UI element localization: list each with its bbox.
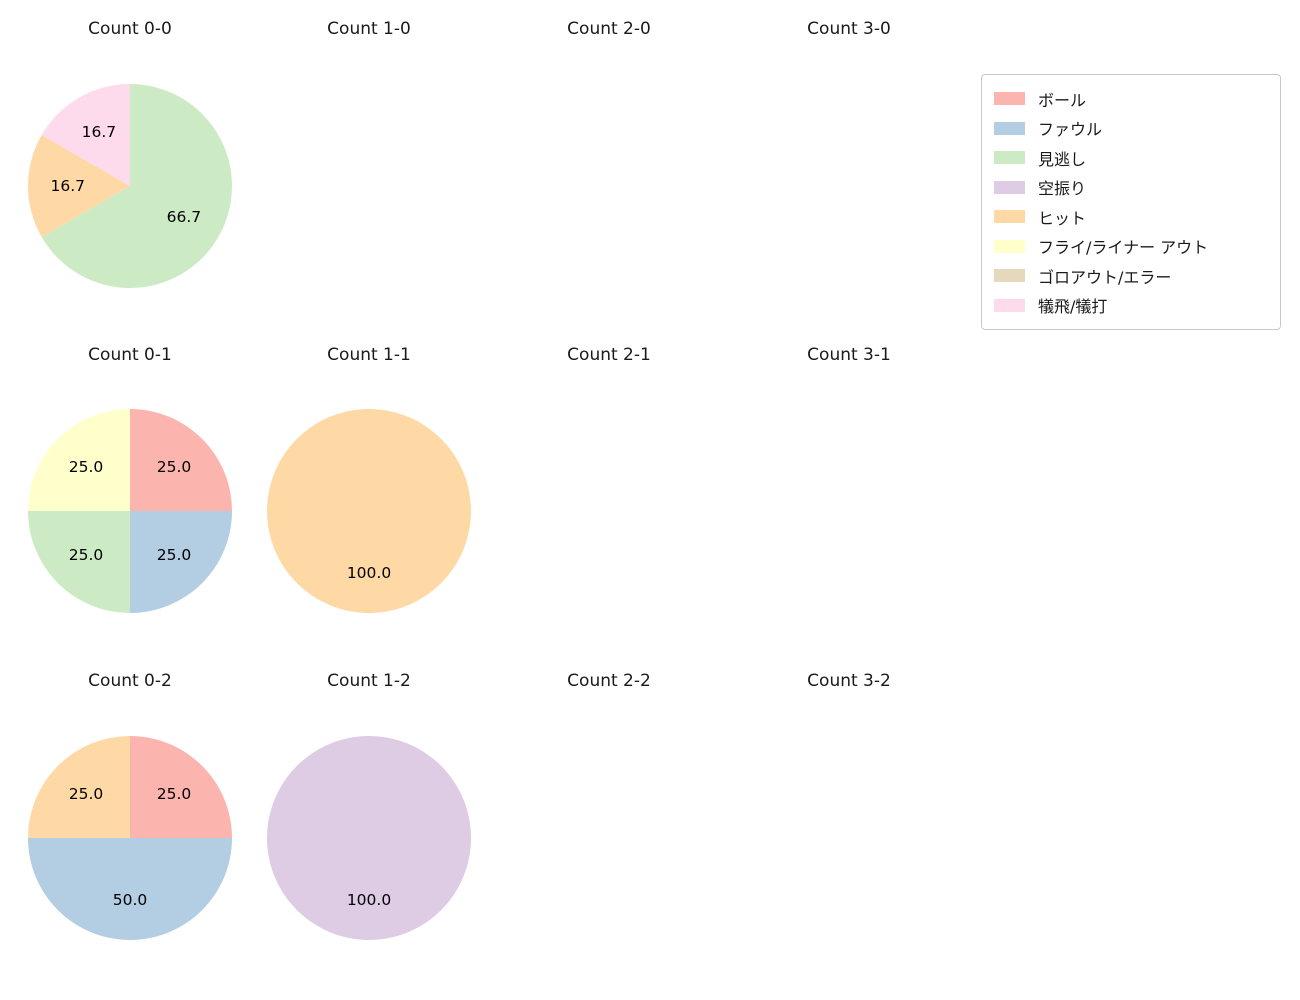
pie-percentage-label: 66.7 <box>167 208 202 226</box>
legend-label: 空振り <box>1038 179 1087 199</box>
legend-item: 犠飛/犠打 <box>994 291 1268 321</box>
pie-slice <box>267 736 471 940</box>
pie-percentage-label: 16.7 <box>51 177 86 195</box>
pie-title: Count 1-1 <box>327 345 411 365</box>
legend-item: 見逃し <box>994 143 1268 173</box>
pie-title: Count 0-2 <box>88 671 172 691</box>
pie-percentage-label: 100.0 <box>347 891 391 909</box>
pie-slice <box>41 84 233 288</box>
pie-title: Count 3-0 <box>807 19 891 39</box>
legend-label: フライ/ライナー アウト <box>1038 238 1209 258</box>
pie-chart: 66.7 16.7 16.7 <box>27 84 233 288</box>
pie-title: Count 0-0 <box>88 19 172 39</box>
pie-percentage-label: 25.0 <box>157 458 192 476</box>
pie-percentage-label: 25.0 <box>69 546 104 564</box>
legend-label: 見逃し <box>1038 149 1087 169</box>
pie-slice <box>41 84 130 186</box>
pie-slice <box>28 409 130 511</box>
pie-slice <box>27 135 131 238</box>
pie-percentage-label: 25.0 <box>157 546 192 564</box>
pie-title: Count 3-2 <box>807 671 891 691</box>
pie-percentage-label: 25.0 <box>157 785 192 803</box>
legend-color-swatch-icon <box>994 210 1025 224</box>
pie-title: Count 3-1 <box>807 345 891 365</box>
legend-color-swatch-icon <box>994 269 1025 283</box>
legend-item: フライ/ライナー アウト <box>994 232 1268 262</box>
pie-title: Count 2-1 <box>567 345 651 365</box>
pie-slice <box>130 511 232 613</box>
legend-label: 犠飛/犠打 <box>1038 297 1108 317</box>
pie-chart: 25.0 50.0 25.0 <box>28 736 232 940</box>
legend-color-swatch-icon <box>994 298 1025 312</box>
legend-item: 空振り <box>994 173 1268 203</box>
legend-label: ヒット <box>1038 208 1087 228</box>
pie-title: Count 1-2 <box>327 671 411 691</box>
legend-color-swatch-icon <box>994 151 1025 165</box>
pie-percentage-label: 25.0 <box>69 785 104 803</box>
pie-chart: 100.0 <box>267 736 471 940</box>
legend-color-swatch-icon <box>994 180 1025 194</box>
pie-chart: 100.0 <box>267 409 471 613</box>
pie-title: Count 1-0 <box>327 19 411 39</box>
legend-label: ゴロアウト/エラー <box>1038 267 1172 287</box>
pie-title: Count 2-0 <box>567 19 651 39</box>
pie-percentage-label: 50.0 <box>113 891 148 909</box>
legend-item: ボール <box>994 84 1268 114</box>
legend-item: ファウル <box>994 114 1268 144</box>
legend-color-swatch-icon <box>994 92 1025 106</box>
pie-chart: 25.0 25.0 25.0 25.0 <box>28 409 232 613</box>
pie-slice <box>130 409 232 511</box>
pie-title: Count 2-2 <box>567 671 651 691</box>
legend-item: ゴロアウト/エラー <box>994 261 1268 291</box>
pie-percentage-label: 100.0 <box>347 564 391 582</box>
pie-slice <box>28 511 130 613</box>
legend-item: ヒット <box>994 202 1268 232</box>
legend: ボールファウル見逃し空振りヒットフライ/ライナー アウト ゴロアウト/エラー 犠飛/… <box>981 74 1281 330</box>
legend-color-swatch-icon <box>994 239 1025 253</box>
legend-label: ファウル <box>1038 120 1103 140</box>
legend-label: ボール <box>1038 90 1087 110</box>
pie-title: Count 0-1 <box>88 345 172 365</box>
pie-slice <box>130 736 232 838</box>
legend-color-swatch-icon <box>994 121 1025 135</box>
pie-slice <box>28 838 232 940</box>
pie-slice <box>28 736 130 838</box>
pie-percentage-label: 16.7 <box>82 123 117 141</box>
pie-percentage-label: 25.0 <box>69 458 104 476</box>
pie-slice <box>267 409 471 613</box>
